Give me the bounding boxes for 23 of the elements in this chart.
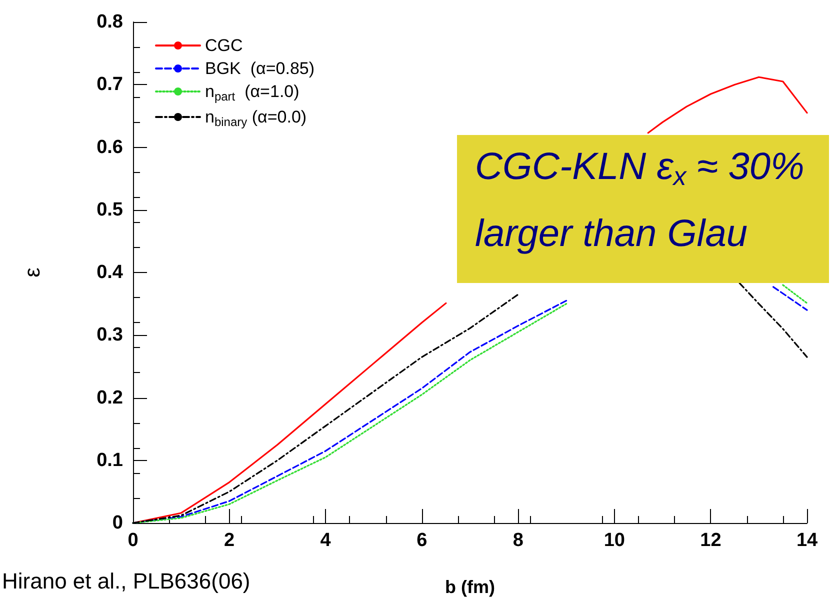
legend-label: BGK (α=0.85) (205, 59, 315, 78)
y-tick-label: 0 (112, 512, 123, 534)
x-tick-label: 6 (416, 530, 428, 551)
x-tick-label: 4 (320, 530, 332, 551)
y-axis-title: ε (20, 267, 44, 278)
x-tick-label: 2 (224, 530, 235, 551)
legend-label: CGC (205, 36, 243, 55)
y-tick-label: 0.2 (96, 387, 123, 408)
x-tick-label: 8 (512, 530, 524, 551)
x-axis-title: b (fm) (445, 577, 495, 597)
y-tick-label: 0.6 (96, 136, 123, 158)
text: Hirano et al., PLB636(06) (2, 568, 250, 594)
annotation: larger than Glau (475, 213, 748, 255)
y-tick-label: 0.8 (96, 12, 123, 32)
x-tick-label: 10 (604, 530, 625, 551)
y-tick-label: 0.3 (96, 324, 123, 346)
y-tick-label: 0.5 (96, 199, 124, 220)
x-tick-label: 0 (128, 530, 138, 551)
x-tick-label: 14 (796, 530, 818, 551)
x-tick-label: 12 (700, 530, 722, 551)
y-tick-label: 0.7 (96, 74, 123, 96)
y-tick-label: 0.4 (96, 262, 124, 283)
y-tick-label: 0.1 (96, 450, 124, 471)
